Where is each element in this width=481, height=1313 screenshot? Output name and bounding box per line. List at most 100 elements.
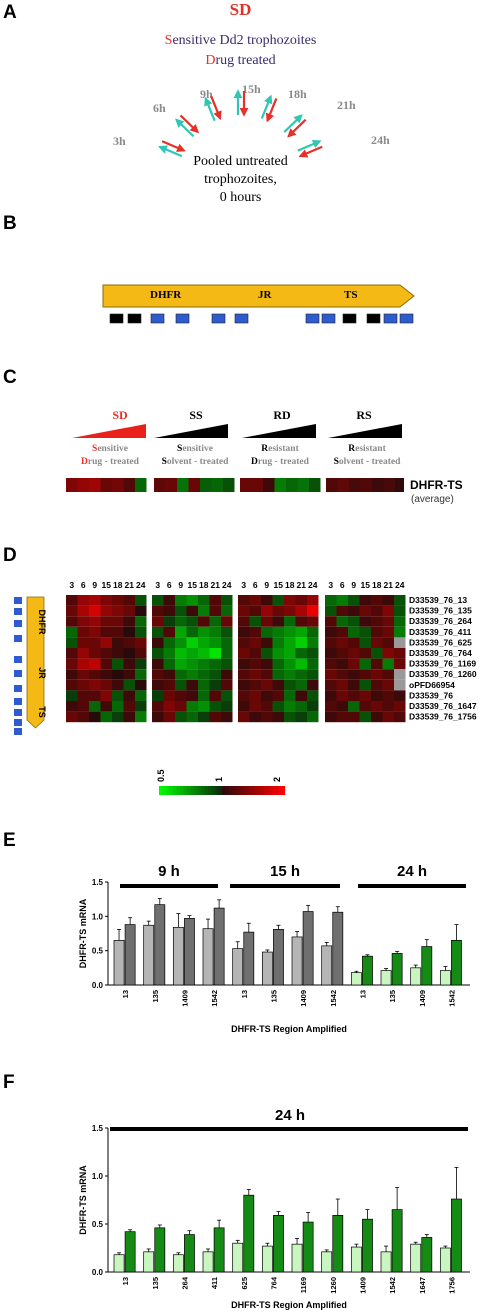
x-tick-label: 13	[358, 990, 367, 998]
heatmap-cell	[175, 690, 187, 701]
heatmap-cell	[295, 637, 307, 648]
heatmap-cell	[209, 648, 221, 659]
heatmap-cell	[152, 595, 164, 606]
heatmap-cell	[221, 669, 233, 680]
bar	[172, 1254, 184, 1273]
gene-label: D33539_76_135	[409, 606, 472, 616]
side-probe	[14, 709, 22, 716]
heatmap-cell	[238, 669, 250, 680]
group-ss-initial-1: S	[177, 444, 183, 454]
heatmap-cell	[261, 690, 273, 701]
heatmap-cell	[348, 711, 360, 723]
initial-d: D	[205, 53, 216, 68]
heatmap-cell	[336, 711, 348, 723]
heatmap-cell	[209, 690, 221, 701]
heatmap-cell	[209, 605, 221, 617]
red-arrow	[161, 140, 186, 152]
group-code-rs: RS	[356, 408, 372, 422]
heatmap-cell	[135, 616, 147, 627]
avg-cell	[337, 478, 349, 492]
pooled-line-3: 0 hours	[219, 190, 262, 205]
x-tick-label: 1542	[210, 990, 219, 1007]
gene-label: D33539_76_625	[409, 637, 472, 647]
bar	[302, 911, 314, 986]
heatmap-cell	[112, 648, 124, 659]
heatmap-cell	[371, 658, 383, 670]
bar	[421, 1237, 433, 1273]
side-probe	[14, 719, 22, 726]
chart-title: 24 h	[275, 1107, 305, 1124]
heatmap-cell	[307, 701, 319, 712]
bar	[184, 918, 195, 986]
heatmap-cell	[295, 616, 307, 627]
group-desc-rs: Resistant Solvent - treated	[312, 443, 422, 469]
bar	[350, 972, 362, 986]
scale-cell	[218, 786, 223, 795]
x-axis-label: DHFR-TS Region Amplified	[231, 1024, 347, 1034]
y-tick-label: 1.5	[92, 878, 104, 887]
heatmap-cell	[284, 690, 296, 701]
heatmap-cell	[123, 626, 135, 638]
heatmap-cell	[135, 626, 147, 638]
scale-cell	[187, 786, 191, 795]
heatmap-cell	[163, 679, 175, 691]
avg-cell	[286, 478, 298, 492]
side-region-label: JR	[37, 667, 47, 679]
region-dhfr: DHFR	[150, 289, 182, 301]
heatmap-cell	[100, 658, 112, 670]
heatmap-cell	[152, 701, 164, 712]
heatmap-cell	[186, 679, 198, 691]
heatmap-cell	[325, 648, 337, 659]
heatmap-cell	[371, 701, 383, 712]
heatmap-cell	[382, 669, 394, 680]
heatmap-cell	[272, 616, 284, 627]
title-bar	[110, 1127, 468, 1131]
heatmap-cell	[325, 637, 337, 648]
group-rd-word-2: rug - treated	[257, 457, 309, 467]
time-label-15h: 15h	[242, 82, 261, 96]
x-tick-label: 1409	[418, 990, 427, 1007]
heatmap-cell	[238, 605, 250, 617]
heatmap-cell	[89, 605, 101, 617]
heatmap-cell	[284, 679, 296, 691]
heatmap-cell	[359, 679, 371, 691]
heatmap-cell	[325, 669, 337, 680]
heatmap-cell	[186, 701, 198, 712]
heatmap-cell	[77, 648, 89, 659]
heatmap-cell	[307, 658, 319, 670]
time-label-18h: 18h	[288, 87, 307, 101]
col-header: 18	[199, 580, 209, 590]
heatmap-cell	[198, 711, 210, 723]
gene-label: oPFD66954	[409, 680, 455, 690]
scale-cell	[204, 786, 209, 795]
heatmap-cell	[89, 679, 101, 691]
bar	[143, 924, 155, 986]
avg-cell	[326, 478, 338, 492]
x-tick-label: 1409	[180, 990, 189, 1007]
heatmap-cell	[394, 616, 406, 627]
heatmap-cell	[272, 637, 284, 648]
side-probe	[14, 608, 22, 615]
heatmap-cell	[284, 669, 296, 680]
line2-text: rug treated	[215, 53, 276, 68]
heatmap-cell	[77, 669, 89, 680]
probe-4	[175, 313, 190, 324]
col-header: 9	[92, 580, 97, 590]
panel-a-title: SD	[229, 0, 252, 19]
teal-arrow	[260, 94, 273, 119]
heatmap-cell	[261, 616, 273, 627]
heatmap-cell	[209, 658, 221, 670]
group-rs-word-2: olvent - treated	[338, 457, 401, 467]
heatmap-cell	[261, 605, 273, 617]
heatmap-cell	[238, 711, 250, 723]
scale-label: 2	[272, 777, 282, 782]
heatmap-cell	[359, 616, 371, 627]
x-tick-label: 135	[151, 990, 160, 1003]
group-rd-initial-1: R	[261, 444, 269, 454]
heatmap-cell	[77, 605, 89, 617]
group-sd-word-2: rug - treated	[87, 457, 139, 467]
heatmap-cell	[123, 701, 135, 712]
col-header: 9	[351, 580, 356, 590]
scale-label: 0.5	[156, 769, 166, 782]
heatmap-cell	[89, 658, 101, 670]
